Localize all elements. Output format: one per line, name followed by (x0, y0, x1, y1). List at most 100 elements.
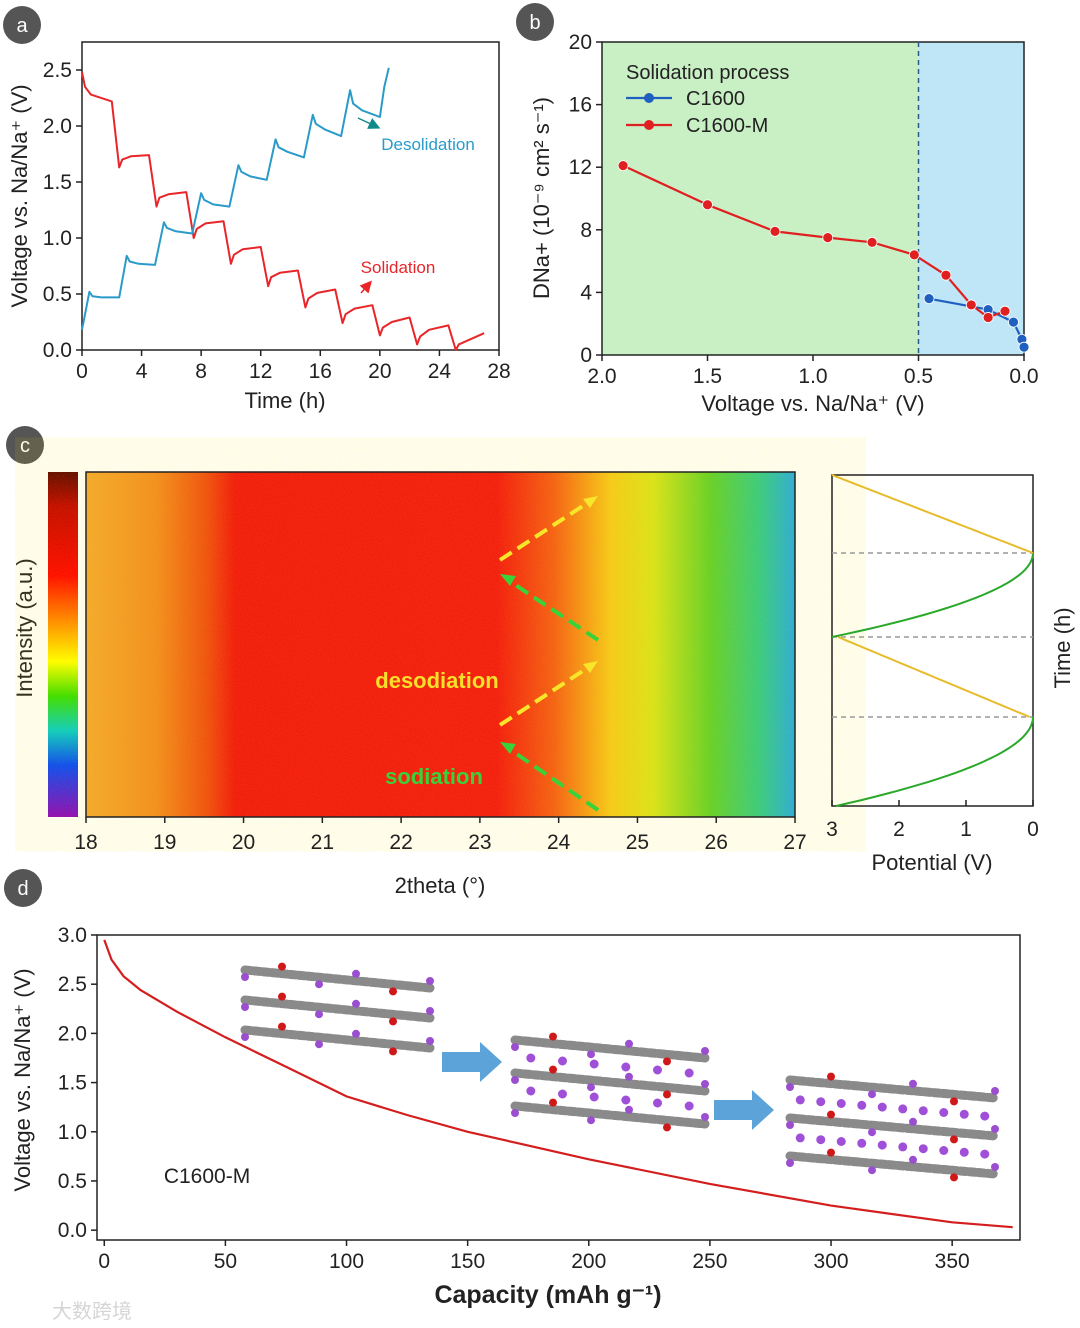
atom (786, 1159, 794, 1167)
x-tick-label: 4 (136, 360, 148, 383)
atom (701, 1047, 709, 1055)
atom (587, 1083, 595, 1092)
sodium-ion (980, 1111, 990, 1121)
panel-a-badge: a (3, 6, 41, 44)
x-tick-label: 18 (74, 831, 97, 854)
x-tick-label: 12 (249, 360, 272, 383)
chart-c-ylabel: Intensity (a.u.) (12, 558, 37, 697)
x-tick-label: 23 (468, 831, 491, 854)
chart-d-ylabel: Voltage vs. Na/Na⁺ (V) (10, 968, 35, 1191)
x-tick-label: 25 (626, 831, 649, 854)
arrowhead (583, 661, 598, 673)
y-tick-label: 12 (569, 156, 592, 179)
arrowhead (583, 496, 598, 508)
legend-label: C1600-M (686, 115, 768, 137)
sodium-ion (526, 1053, 536, 1063)
graphene-layer (240, 965, 435, 993)
series-c1600-m (622, 164, 1006, 319)
atom (389, 1017, 397, 1026)
sodium-ion (558, 1056, 567, 1066)
legend-marker (644, 93, 654, 103)
sodium-ion (653, 1065, 662, 1075)
atom (827, 1110, 835, 1119)
data-point (982, 312, 994, 323)
atom (950, 1173, 958, 1182)
discharge-curve (103, 939, 1013, 1229)
x-tick-label: 1.5 (693, 365, 722, 388)
panel-d-label: d (17, 878, 28, 900)
graphene-layer (785, 1075, 1000, 1103)
atom (625, 1105, 633, 1114)
phase-arrows (498, 496, 600, 812)
graphene-layer (785, 1151, 1000, 1179)
sodium-ion (877, 1102, 887, 1112)
data-point (965, 299, 977, 311)
x-tick-label: 2 (893, 818, 905, 841)
annotation-sodiation: sodiation (385, 764, 483, 789)
sodium-ion (558, 1089, 567, 1099)
sodium-ion (816, 1135, 826, 1145)
watermark: 大数跨境 (52, 1300, 132, 1323)
atom (663, 1123, 671, 1132)
sodium-ion (836, 1137, 846, 1146)
molecular-illustrations (240, 962, 1000, 1182)
profile-frame (831, 474, 1034, 807)
colorbar (48, 472, 78, 817)
arrowhead (500, 742, 516, 754)
sodium-ion (621, 1095, 631, 1105)
chart-b-ylabel: DNa+ (10⁻⁹ cm² s⁻¹) (529, 97, 554, 299)
atom (625, 1072, 633, 1081)
sodium-ion (836, 1099, 846, 1108)
transition-arrow-1 (442, 1042, 502, 1082)
sodium-ion (980, 1149, 990, 1159)
y-tick-label: 2.5 (43, 59, 72, 82)
panel-a-label: a (16, 15, 28, 37)
x-tick-label: 250 (692, 1250, 727, 1273)
chart-c-profile-ylabel: Time (h) (1050, 607, 1075, 688)
chart-a: Time (h) Voltage vs. Na/Na⁺ (V) Desolida… (7, 41, 511, 413)
sodium-ion (684, 1101, 694, 1111)
sodium-ion (621, 1062, 631, 1072)
atom (701, 1113, 709, 1121)
data-point (940, 269, 952, 281)
x-tick-label: 26 (705, 831, 728, 854)
atom (241, 973, 249, 981)
x-tick-label: 19 (153, 831, 176, 854)
sample-label: C1600-M (164, 1165, 250, 1188)
atom (352, 999, 360, 1008)
x-tick-label: 24 (428, 360, 452, 383)
x-tick-label: 1.0 (798, 365, 827, 388)
y-tick-label: 2.5 (58, 973, 87, 996)
sodium-ion (816, 1097, 826, 1107)
data-point (822, 232, 834, 244)
chart-b-xlabel: Voltage vs. Na/Na⁺ (V) (701, 391, 924, 416)
sodium-ion (857, 1138, 867, 1148)
atom (278, 992, 286, 1001)
arrowhead (500, 574, 516, 586)
x-tick-label: 28 (487, 360, 510, 383)
atom (991, 1125, 999, 1133)
atom (389, 1047, 397, 1056)
y-tick-label: 0 (580, 344, 592, 367)
x-tick-label: 0.5 (904, 365, 933, 388)
atom (587, 1116, 595, 1125)
y-tick-label: 1.5 (58, 1072, 87, 1095)
y-tick-label: 0.5 (43, 283, 72, 306)
sodium-ion (795, 1133, 805, 1143)
atom (991, 1163, 999, 1171)
graphene-layer (240, 1025, 435, 1053)
sodium-ion (877, 1140, 887, 1150)
desodiation-curve (837, 636, 1031, 718)
atom (827, 1148, 835, 1157)
sodium-ion (589, 1092, 599, 1102)
sodium-ion (589, 1059, 599, 1069)
atom (352, 969, 360, 978)
atom (315, 980, 323, 989)
sodium-ion (684, 1068, 694, 1078)
sodium-ion (653, 1098, 662, 1108)
y-tick-label: 3.0 (58, 924, 87, 947)
chart-d-xlabel: Capacity (mAh g⁻¹) (434, 1281, 661, 1309)
x-tick-label: 350 (935, 1250, 970, 1273)
atom (241, 1033, 249, 1041)
heatmap-frame (85, 471, 796, 818)
